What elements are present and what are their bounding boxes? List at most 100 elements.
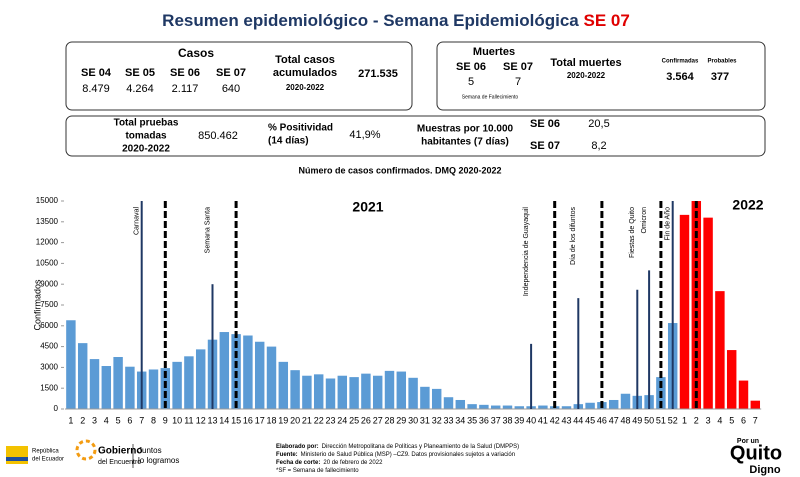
- x-tick-label: 47: [609, 415, 619, 425]
- week-value: 4.264: [126, 83, 154, 95]
- bar: [184, 356, 194, 409]
- week-value: 5: [468, 76, 474, 88]
- tests-label: Total pruebas: [114, 118, 179, 129]
- footer-line-text: Dirección Metropolitana de Políticas y P…: [322, 444, 519, 450]
- deaths-box: [436, 41, 766, 111]
- bar: [502, 405, 513, 409]
- x-tick-label: 48: [620, 415, 630, 425]
- gobierno-text: del Encuentro: [98, 459, 141, 466]
- bar: [77, 343, 88, 409]
- x-tick-label: 12: [196, 415, 206, 425]
- event-label: Omicron: [641, 207, 648, 234]
- x-tick-label: 34: [455, 415, 465, 425]
- x-tick-label: 5: [729, 415, 734, 425]
- x-tick-label: 1: [682, 415, 687, 425]
- x-tick-label: 4: [717, 415, 722, 425]
- bar: [89, 359, 100, 409]
- bar: [290, 370, 300, 409]
- footer-line: Fuente: Ministerio de Salud Pública (MSP)…: [276, 452, 515, 458]
- samples-value: 20,5: [588, 118, 609, 130]
- bar: [172, 361, 182, 409]
- bar: [455, 399, 466, 409]
- footer-line-text: 20 de febrero de 2022: [323, 460, 383, 466]
- total-label: Total casos: [275, 54, 335, 66]
- ecuador-flag-stripe: [6, 457, 28, 461]
- total-label: Total muertes: [550, 57, 621, 69]
- x-tick-label: 35: [467, 415, 477, 425]
- x-tick-label: 6: [127, 415, 132, 425]
- bar: [195, 349, 206, 409]
- x-tick-label: 22: [314, 415, 324, 425]
- x-tick-label: 50: [644, 415, 654, 425]
- x-tick-label: 9: [163, 415, 168, 425]
- x-tick-label: 24: [337, 415, 347, 425]
- bar: [113, 357, 123, 409]
- footer-line-label: Fuente:: [276, 452, 298, 458]
- bar: [101, 366, 112, 409]
- bar: [384, 370, 395, 409]
- x-tick-label: 20: [290, 415, 300, 425]
- x-tick-label: 43: [561, 415, 571, 425]
- gobierno-logo: [75, 439, 97, 461]
- bar: [313, 374, 324, 409]
- footer-line: Elaborado por: Dirección Metropolitana de…: [276, 444, 519, 450]
- x-tick-label: 33: [443, 415, 453, 425]
- probable-value: 377: [711, 71, 729, 83]
- y-tick-label: 7500: [40, 300, 58, 309]
- confirmed-label: Confirmadas: [662, 59, 699, 65]
- bar: [302, 375, 312, 409]
- ecuador-text: República: [32, 449, 59, 455]
- week-label: SE 07: [503, 61, 533, 73]
- x-tick-label: 25: [349, 415, 359, 425]
- bar: [703, 217, 713, 409]
- week-value: 8.479: [82, 83, 110, 95]
- bar: [325, 378, 336, 409]
- ecuador-flag: [6, 446, 28, 464]
- week-label: SE 07: [216, 67, 246, 79]
- bar: [514, 406, 525, 409]
- bar: [443, 397, 454, 409]
- positivity-label: % Positividad: [268, 123, 333, 134]
- bar: [66, 320, 76, 409]
- bar: [148, 369, 159, 409]
- chart-title: Número de casos confirmados. DMQ 2020-20…: [298, 165, 501, 175]
- x-tick-label: 23: [325, 415, 335, 425]
- x-tick-label: 40: [526, 415, 536, 425]
- x-tick-label: 30: [408, 415, 418, 425]
- x-tick-label: 11: [184, 415, 193, 425]
- samples-week: SE 07: [530, 140, 560, 152]
- week-label: SE 04: [81, 67, 112, 79]
- week-label: SE 06: [456, 61, 486, 73]
- week-label: SE 06: [170, 67, 200, 79]
- week-label: SE 05: [125, 67, 155, 79]
- quito-text: Digno: [749, 464, 780, 476]
- x-tick-label: 17: [255, 415, 265, 425]
- x-tick-label: 28: [384, 415, 394, 425]
- y-tick-label: 10500: [36, 259, 59, 268]
- bar: [479, 404, 489, 409]
- event-label: Fiestas de Quito: [629, 207, 636, 258]
- x-tick-label: 10: [172, 415, 182, 425]
- deaths-note: Semana de Fallecimiento: [462, 94, 519, 100]
- x-tick-label: 52: [668, 415, 678, 425]
- x-tick-label: 21: [302, 415, 312, 425]
- y-tick-label: 12000: [36, 238, 59, 247]
- tests-box: [65, 115, 766, 157]
- bar: [585, 402, 595, 409]
- x-tick-label: 6: [741, 415, 746, 425]
- legend-2022: 2022: [732, 197, 763, 213]
- x-tick-label: 15: [231, 415, 241, 425]
- y-tick-label: 3000: [40, 363, 58, 372]
- x-tick-label: 42: [550, 415, 560, 425]
- title-highlight: SE 07: [584, 11, 630, 30]
- x-tick-label: 51: [656, 415, 666, 425]
- samples-label: habitantes (7 días): [421, 137, 509, 148]
- y-axis-label: Confirmados: [32, 279, 42, 331]
- legend-2021: 2021: [352, 199, 383, 215]
- x-tick-label: 3: [706, 415, 711, 425]
- bar: [243, 335, 253, 409]
- y-tick-label: 6000: [40, 321, 58, 330]
- samples-value: 8,2: [591, 140, 606, 152]
- x-tick-label: 4: [104, 415, 109, 425]
